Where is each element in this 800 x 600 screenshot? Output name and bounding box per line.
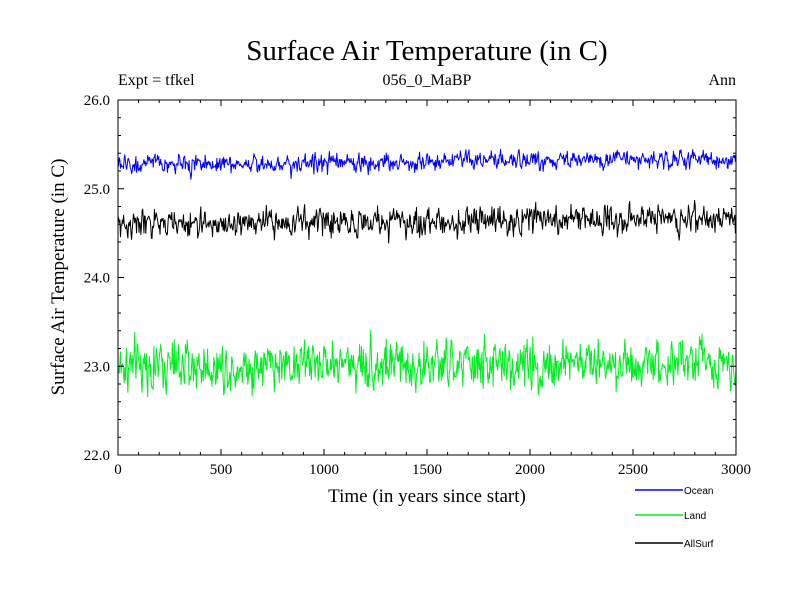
y-axis-ticks: 22.0 23.0 24.0 25.0 26.0	[84, 93, 736, 464]
x-axis-ticks: 0 500 1000 1500 2000 2500 3000	[114, 100, 751, 478]
y-tick-label: 22.0	[84, 448, 110, 464]
legend-label-allsurf: AllSurf	[684, 539, 714, 550]
x-axis-label: Time (in years since start)	[328, 486, 526, 507]
series-line-ocean	[117, 148, 737, 180]
plot-series-group	[117, 148, 737, 398]
y-axis-label: Surface Air Temperature (in C)	[48, 159, 69, 396]
y-tick-label: 26.0	[84, 93, 110, 109]
legend-label-ocean: Ocean	[684, 486, 713, 497]
x-tick-label: 0	[114, 462, 122, 478]
x-tick-label: 500	[210, 462, 233, 478]
chart-title: Surface Air Temperature (in C)	[246, 35, 607, 67]
legend-label-land: Land	[684, 511, 706, 522]
x-tick-label: 1500	[412, 462, 442, 478]
x-tick-label: 1000	[309, 462, 339, 478]
y-tick-label: 25.0	[84, 182, 110, 198]
experiment-label: Expt = tfkel	[118, 72, 195, 89]
series-line-allsurf	[117, 199, 737, 244]
y-tick-label: 23.0	[84, 359, 110, 375]
x-tick-label: 2500	[618, 462, 648, 478]
season-label: Ann	[708, 72, 736, 89]
y-tick-label: 24.0	[84, 271, 110, 287]
plot-frame	[117, 99, 737, 456]
legend: Ocean Land AllSurf	[635, 486, 714, 550]
x-tick-label: 2000	[515, 462, 545, 478]
chart-subtitle: 056_0_MaBP	[383, 72, 472, 89]
x-tick-label: 3000	[721, 462, 751, 478]
series-line-land	[117, 329, 737, 398]
